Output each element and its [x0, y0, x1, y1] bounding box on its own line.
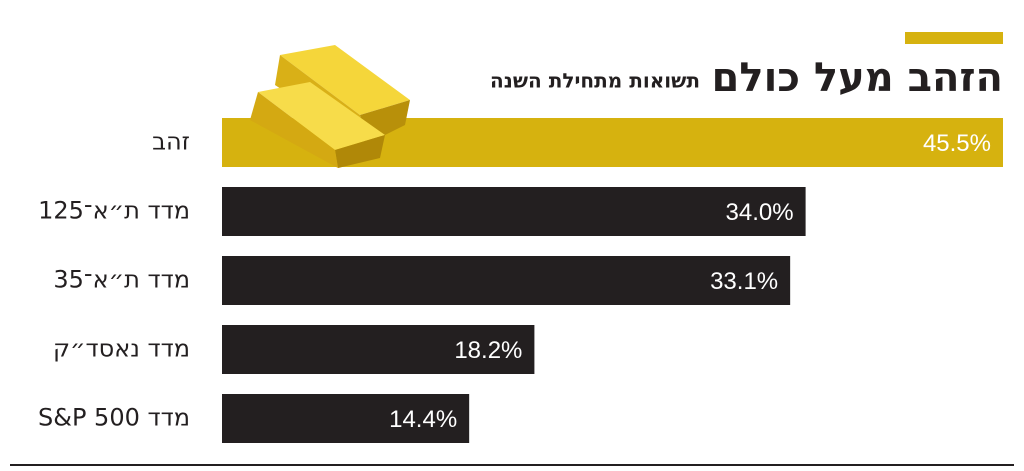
gold-bars-illustration — [250, 45, 410, 168]
category-label: מדד S&P 500 — [38, 404, 190, 432]
bar — [222, 325, 535, 374]
value-label: 33.1% — [710, 268, 778, 295]
category-label: זהב — [152, 128, 190, 156]
chart-subtitle: תשואות מתחילת השנה — [490, 69, 700, 93]
category-label: מדד ת״א־125 — [38, 197, 190, 225]
accent-bar — [905, 32, 1003, 44]
value-label: 45.5% — [923, 130, 991, 157]
bars — [222, 118, 1003, 443]
bar — [222, 394, 470, 443]
value-label: 14.4% — [389, 406, 457, 433]
value-label: 34.0% — [726, 199, 794, 226]
category-label: מדד ת״א־35 — [53, 266, 190, 294]
value-label: 18.2% — [454, 337, 522, 364]
bar — [222, 187, 806, 236]
category-label: מדד נאסד״ק — [53, 335, 190, 363]
chart-title: הזהב מעל כולם — [712, 55, 1003, 101]
bar — [222, 256, 791, 305]
